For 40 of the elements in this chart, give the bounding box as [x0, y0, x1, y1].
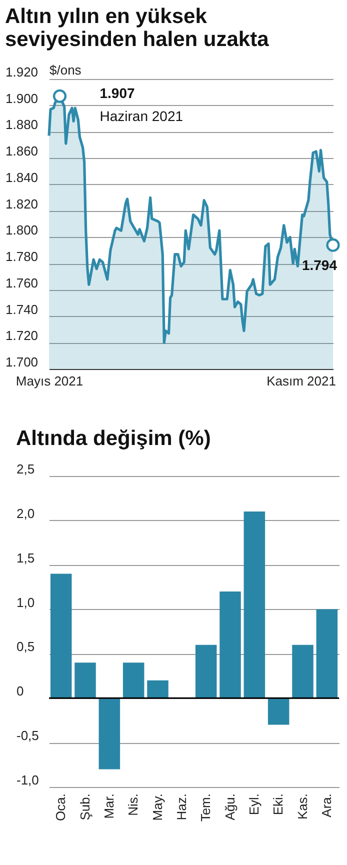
y-tick-label: -1,0 [16, 772, 39, 788]
y-tick-label: 1.920 [6, 64, 38, 80]
x-tick-label: Eyl. [246, 794, 262, 816]
x-tick-label: Kas. [294, 794, 310, 820]
y-tick-label: 1.820 [6, 196, 38, 212]
chart-title: Altın yılın en yüksek seviyesinden halen uzakta [5, 5, 270, 51]
x-tick-label: Şub. [77, 794, 92, 820]
y-tick-label: 1.780 [6, 249, 38, 264]
y-tick-label: 1.880 [6, 117, 38, 132]
y-tick-label: 1.900 [6, 90, 38, 106]
chart-title: Altında değişim (%) [16, 427, 211, 450]
y-tick-label: 1,0 [16, 594, 35, 610]
x-tick-label: Nis. [126, 794, 141, 816]
x-tick-label: Oca. [53, 794, 68, 821]
y-tick-label: 1.860 [6, 144, 38, 159]
y-tick-label: 1.800 [6, 222, 38, 238]
annotation: 1.794 [302, 257, 338, 274]
x-tick-label: Mayıs 2021 [16, 374, 84, 388]
y-tick-label: 1,5 [16, 550, 35, 566]
y-tick-label: 1.720 [6, 328, 38, 344]
annotation: 1.907 [100, 85, 135, 102]
y-tick-label: 2,0 [16, 506, 35, 521]
y-tick-label: 1.840 [6, 170, 38, 185]
y-axis-title: $/ons [50, 62, 82, 78]
x-tick-label: Haz. [174, 794, 189, 820]
x-tick-label: Mar. [101, 794, 116, 819]
x-tick-label: Ağu. [222, 794, 238, 820]
y-tick-label: 1.700 [6, 354, 38, 370]
x-tick-label: Tem. [198, 794, 214, 822]
y-tick-label: -0,5 [16, 728, 39, 744]
x-tick-label: May. [150, 794, 165, 821]
y-tick-label: 0 [16, 684, 24, 699]
y-tick-label: 2,5 [16, 462, 35, 476]
x-tick-label: Ara. [318, 794, 334, 818]
y-tick-label: 0,5 [16, 639, 35, 654]
y-tick-label: 1.760 [6, 275, 38, 290]
x-tick-label: Eki. [270, 794, 286, 816]
y-tick-label: 1.740 [6, 302, 38, 317]
x-tick-label: Kasım 2021 [266, 374, 336, 388]
annotation: Haziran 2021 [100, 108, 184, 124]
